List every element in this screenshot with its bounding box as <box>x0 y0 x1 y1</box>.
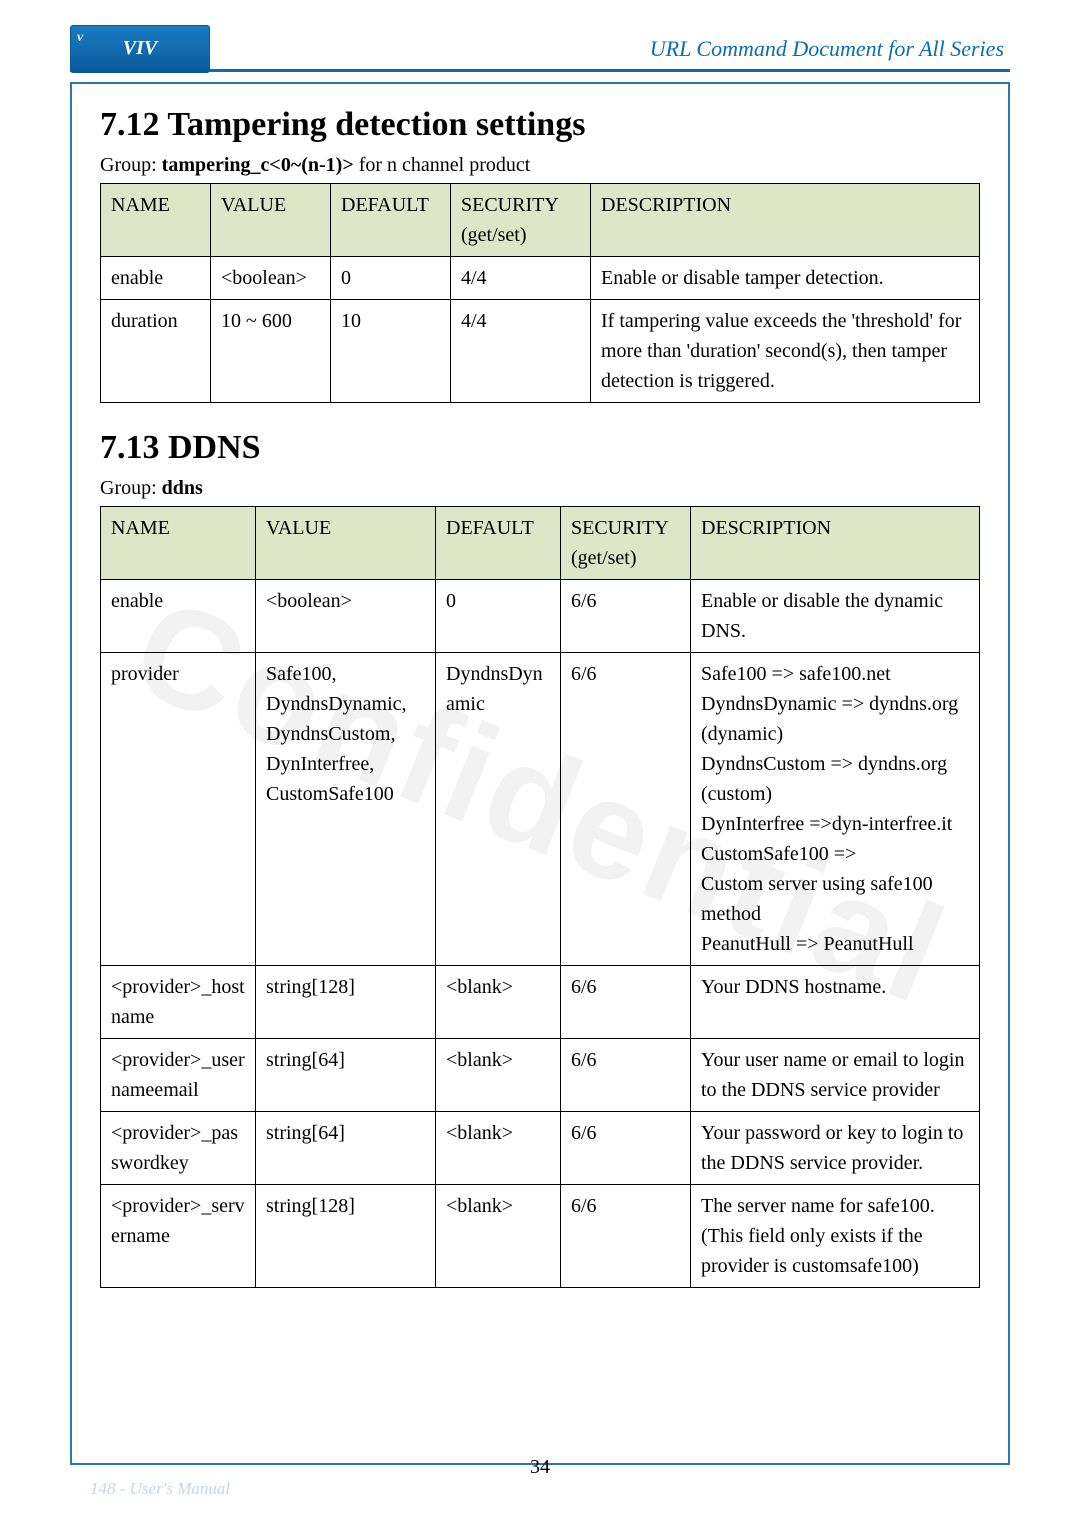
cell-description: Enable or disable the dynamic DNS. <box>691 580 980 653</box>
cell-security: 4/4 <box>451 300 591 403</box>
cell-name: provider <box>101 653 256 966</box>
cell-description: Your user name or email to login to the … <box>691 1039 980 1112</box>
group-suffix: for n channel product <box>354 154 531 176</box>
cell-default: 10 <box>331 300 451 403</box>
section-7-13-group: Group: ddns <box>100 477 980 500</box>
cell-default: <blank> <box>436 1185 561 1288</box>
cell-default: <blank> <box>436 1039 561 1112</box>
cell-security: 6/6 <box>561 653 691 966</box>
cell-default: 0 <box>331 257 451 300</box>
cell-value: string[128] <box>256 966 436 1039</box>
table-header-row: NAME VALUE DEFAULT SECURITY (get/set) DE… <box>101 184 980 257</box>
table-row: <provider>_passwordkeystring[64]<blank>6… <box>101 1112 980 1185</box>
group-name-2: ddns <box>162 477 203 499</box>
content-frame: Confidential 7.12 Tampering detection se… <box>70 82 1010 1465</box>
cell-default: 0 <box>436 580 561 653</box>
ddns-table: NAME VALUE DEFAULT SECURITY (get/set) DE… <box>100 506 980 1288</box>
cell-name: <provider>_passwordkey <box>101 1112 256 1185</box>
col-name: NAME <box>101 507 256 580</box>
cell-value: 10 ~ 600 <box>211 300 331 403</box>
cell-description: If tampering value exceeds the 'threshol… <box>591 300 980 403</box>
cell-name: <provider>_hostname <box>101 966 256 1039</box>
cell-value: string[64] <box>256 1039 436 1112</box>
table-row: <provider>_servernamestring[128]<blank>6… <box>101 1185 980 1288</box>
cell-description: Enable or disable tamper detection. <box>591 257 980 300</box>
logo-text: VIV <box>123 37 157 60</box>
cell-description: The server name for safe100. (This field… <box>691 1185 980 1288</box>
table-row: providerSafe100, DyndnsDynamic, DyndnsCu… <box>101 653 980 966</box>
cell-value: <boolean> <box>211 257 331 300</box>
table-header-row: NAME VALUE DEFAULT SECURITY (get/set) DE… <box>101 507 980 580</box>
logo-badge: v <box>77 30 83 46</box>
cell-value: string[128] <box>256 1185 436 1288</box>
cell-name: enable <box>101 580 256 653</box>
cell-value: Safe100, DyndnsDynamic, DyndnsCustom, Dy… <box>256 653 436 966</box>
cell-description: Your password or key to login to the DDN… <box>691 1112 980 1185</box>
cell-name: duration <box>101 300 211 403</box>
cell-security: 6/6 <box>561 1039 691 1112</box>
cell-name: <provider>_usernameemail <box>101 1039 256 1112</box>
page-header: v VIV URL Command Document for All Serie… <box>70 28 1010 72</box>
col-value: VALUE <box>211 184 331 257</box>
col-description: DESCRIPTION <box>591 184 980 257</box>
section-7-12-group: Group: tampering_c<0~(n-1)> for n channe… <box>100 154 980 177</box>
cell-security: 6/6 <box>561 966 691 1039</box>
group-prefix: Group: <box>100 154 162 176</box>
col-security: SECURITY (get/set) <box>451 184 591 257</box>
col-security: SECURITY (get/set) <box>561 507 691 580</box>
cell-default: DyndnsDynamic <box>436 653 561 966</box>
tampering-tbody: enable<boolean>04/4Enable or disable tam… <box>101 257 980 403</box>
ddns-tbody: enable<boolean>06/6Enable or disable the… <box>101 580 980 1288</box>
table-row: enable<boolean>06/6Enable or disable the… <box>101 580 980 653</box>
cell-default: <blank> <box>436 966 561 1039</box>
footer-page-number: 34 <box>530 1456 550 1479</box>
col-default: DEFAULT <box>436 507 561 580</box>
logo: v VIV <box>70 25 210 73</box>
cell-security: 6/6 <box>561 1185 691 1288</box>
col-name: NAME <box>101 184 211 257</box>
tampering-table: NAME VALUE DEFAULT SECURITY (get/set) DE… <box>100 183 980 403</box>
cell-security: 4/4 <box>451 257 591 300</box>
section-7-12-heading: 7.12 Tampering detection settings <box>100 106 980 144</box>
cell-name: <provider>_servername <box>101 1185 256 1288</box>
cell-value: <boolean> <box>256 580 436 653</box>
table-row: <provider>_usernameemailstring[64]<blank… <box>101 1039 980 1112</box>
cell-security: 6/6 <box>561 1112 691 1185</box>
cell-name: enable <box>101 257 211 300</box>
cell-default: <blank> <box>436 1112 561 1185</box>
table-row: <provider>_hostnamestring[128]<blank>6/6… <box>101 966 980 1039</box>
table-row: enable<boolean>04/4Enable or disable tam… <box>101 257 980 300</box>
cell-security: 6/6 <box>561 580 691 653</box>
cell-description: Your DDNS hostname. <box>691 966 980 1039</box>
table-row: duration10 ~ 600104/4If tampering value … <box>101 300 980 403</box>
col-default: DEFAULT <box>331 184 451 257</box>
page: v VIV URL Command Document for All Serie… <box>0 0 1080 1527</box>
group-name: tampering_c<0~(n-1)> <box>162 154 354 176</box>
section-7-13-heading: 7.13 DDNS <box>100 429 980 467</box>
cell-description: Safe100 => safe100.net DyndnsDynamic => … <box>691 653 980 966</box>
cell-value: string[64] <box>256 1112 436 1185</box>
group-prefix-2: Group: <box>100 477 162 499</box>
doc-title: URL Command Document for All Series <box>650 36 1010 62</box>
col-value: VALUE <box>256 507 436 580</box>
col-description: DESCRIPTION <box>691 507 980 580</box>
footer-left: 148 - User's Manual <box>90 1479 230 1499</box>
